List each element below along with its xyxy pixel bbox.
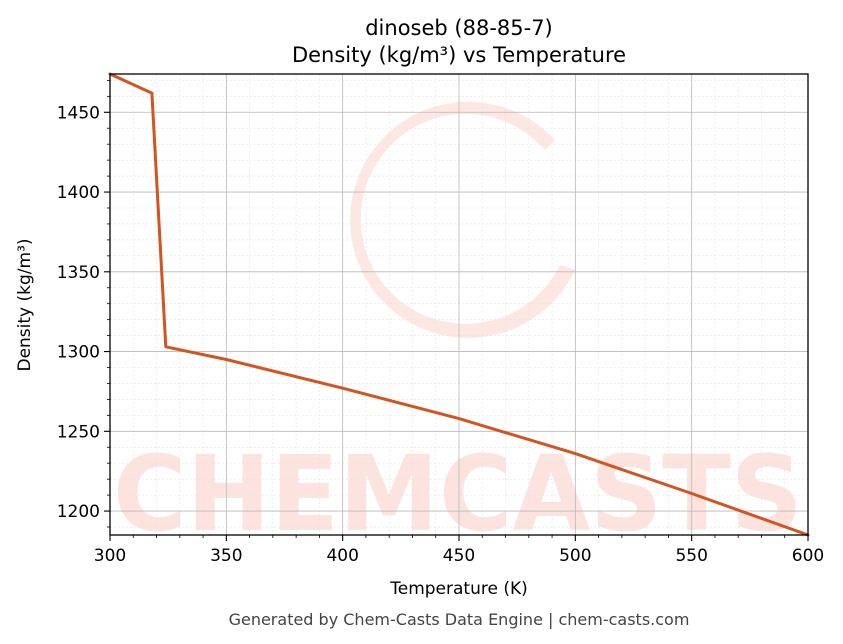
x-tick-label: 550 [675, 546, 707, 566]
y-tick-label: 1200 [57, 502, 100, 522]
watermark-text: CHEMCASTS [113, 433, 803, 555]
y-tick-label: 1300 [57, 343, 100, 363]
tick-labels: 300 350 400 450 500 550 600 1200 1250 1300 1350 140… [57, 103, 824, 566]
x-tick-label: 450 [443, 546, 475, 566]
x-tick-label: 600 [792, 546, 824, 566]
x-tick-label: 300 [94, 546, 126, 566]
y-tick-label: 1250 [57, 422, 100, 442]
y-tick-label: 1350 [57, 263, 100, 283]
chart-title-line2: Density (kg/m³) vs Temperature [292, 43, 626, 67]
axis-ticks [104, 79, 809, 541]
y-tick-label: 1400 [57, 183, 100, 203]
series-layer [108, 72, 810, 537]
chart-title-line1: dinoseb (88-85-7) [365, 16, 553, 40]
footer-credit: Generated by Chem-Casts Data Engine | ch… [229, 610, 690, 629]
x-tick-label: 400 [326, 546, 358, 566]
x-tick-label: 350 [210, 546, 242, 566]
density-series-line [108, 72, 810, 537]
x-tick-label: 500 [559, 546, 591, 566]
x-axis-label: Temperature (K) [389, 579, 528, 599]
y-tick-label: 1450 [57, 103, 100, 123]
y-axis-label: Density (kg/m³) [15, 238, 35, 371]
